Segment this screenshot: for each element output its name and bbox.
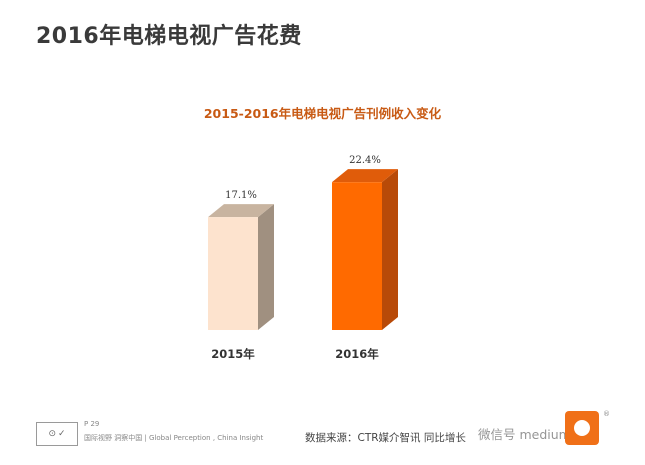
category-label-2016: 2016年 (335, 347, 379, 361)
bar-side-2016 (382, 169, 398, 330)
bar-side-2015 (258, 204, 274, 330)
page-number: P 29 (84, 420, 100, 428)
bar-chart: 17.1% 2015年 22.4% 2016年 (208, 155, 398, 361)
bar-2016 (332, 182, 382, 330)
data-source: 数据来源：CTR媒介智讯 同比增长 (305, 432, 466, 444)
tagline: 国际视野 洞察中国 | Global Perception , China In… (84, 434, 264, 442)
page-title: 2016年电梯电视广告花费 (36, 24, 302, 49)
value-label-2016: 22.4% (349, 155, 381, 166)
value-label-2015: 17.1% (225, 190, 257, 201)
brand-seal-icon: ⊙ ✓ (36, 422, 78, 446)
category-label-2015: 2015年 (211, 347, 255, 361)
footer-branding: ⊙ ✓ P 29 国际视野 洞察中国 | Global Perception , … (36, 418, 296, 448)
watermark: 微信号 medium (478, 427, 571, 442)
bar-2015 (208, 217, 258, 330)
bar-top-2016 (332, 169, 398, 183)
bar-top-2015 (208, 204, 274, 218)
ctr-logo-icon (565, 411, 599, 445)
registered-mark: ® (603, 410, 610, 418)
chart-title: 2015-2016年电梯电视广告刊例收入变化 (203, 106, 442, 121)
